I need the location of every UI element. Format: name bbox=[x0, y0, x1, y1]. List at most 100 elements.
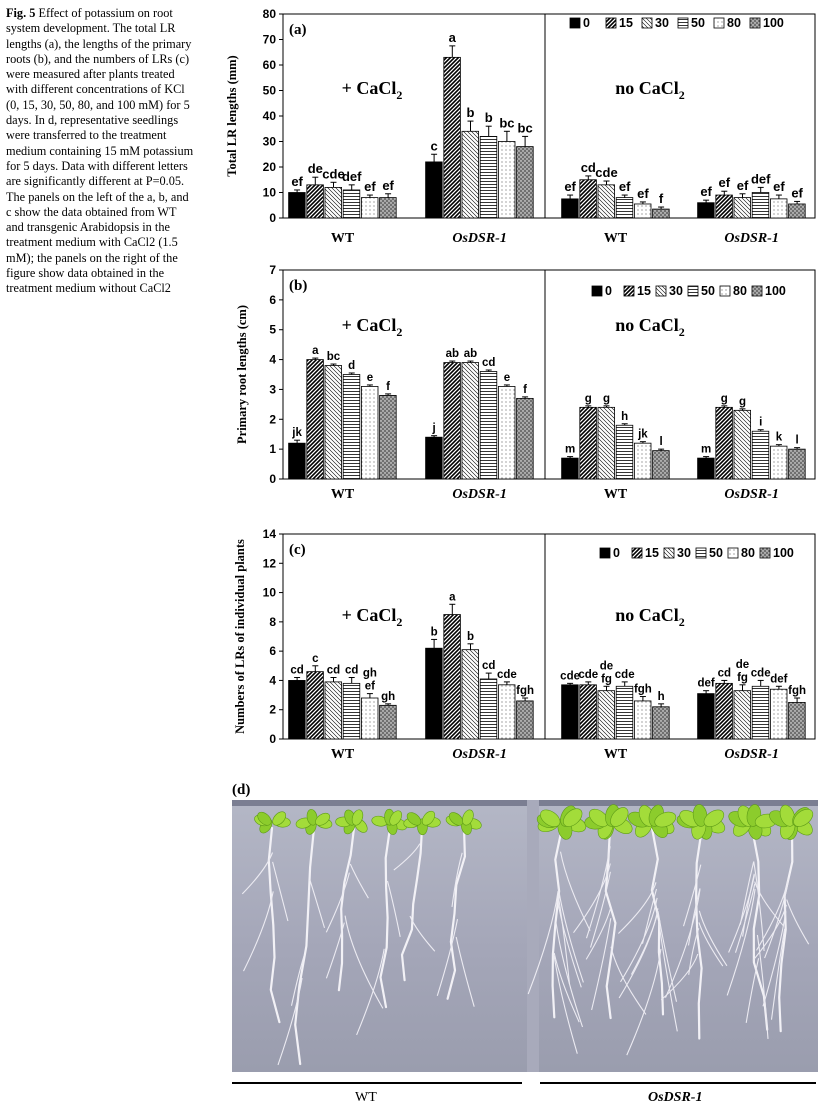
y-tick-label: 70 bbox=[263, 33, 277, 47]
legend-swatch-80 bbox=[727, 547, 739, 559]
significance-letter: m bbox=[565, 444, 575, 456]
lateral-root bbox=[641, 888, 658, 944]
lateral-root bbox=[325, 872, 350, 933]
significance-letter: cd bbox=[345, 665, 358, 677]
bar bbox=[497, 141, 516, 219]
lateral-root bbox=[664, 889, 701, 998]
significance-letter: h bbox=[658, 691, 665, 703]
bar bbox=[561, 198, 579, 219]
significance-letter: cd bbox=[482, 660, 495, 672]
legend-label-80: 80 bbox=[733, 284, 747, 298]
significance-letter: gh bbox=[381, 691, 395, 703]
significance-letter: c bbox=[312, 653, 319, 665]
legend-label-100: 100 bbox=[773, 546, 794, 560]
significance-letter: cde bbox=[578, 669, 598, 681]
lateral-root bbox=[658, 923, 678, 1032]
plot-frame bbox=[282, 533, 816, 740]
significance-letter: b bbox=[467, 105, 475, 120]
significance-letter: e bbox=[504, 372, 510, 384]
significance-letter: def bbox=[342, 169, 362, 184]
significance-letter: ef bbox=[619, 179, 631, 194]
bar bbox=[379, 197, 397, 219]
legend-swatch-100 bbox=[759, 547, 771, 559]
lateral-root bbox=[762, 911, 787, 1007]
lateral-root bbox=[756, 878, 789, 951]
leaf bbox=[406, 812, 422, 826]
significance-letter: k bbox=[776, 432, 783, 444]
lateral-root bbox=[556, 899, 582, 988]
bar bbox=[652, 208, 670, 219]
leaf bbox=[448, 812, 464, 826]
bar bbox=[360, 197, 379, 219]
legend-swatch-30 bbox=[641, 17, 653, 29]
group-label: WT bbox=[331, 487, 355, 502]
significance-letter: fgh bbox=[634, 684, 652, 696]
bar bbox=[733, 409, 752, 480]
photo-top-edge bbox=[232, 800, 818, 806]
bar bbox=[479, 678, 498, 740]
bar bbox=[770, 688, 788, 740]
lateral-root bbox=[786, 899, 810, 945]
bar bbox=[697, 457, 715, 480]
y-tick-label: 2 bbox=[269, 412, 276, 426]
group-label: OsDSR-1 bbox=[452, 487, 506, 502]
figure-caption: Fig. 5 Effect of potassium on root syste… bbox=[6, 6, 196, 297]
significance-letter: cd bbox=[718, 667, 731, 679]
y-tick-label: 0 bbox=[269, 732, 276, 746]
lateral-root bbox=[660, 953, 699, 1001]
bar bbox=[425, 647, 443, 740]
y-tick-label: 40 bbox=[263, 109, 277, 123]
condition-title-left: + CaCl2 bbox=[342, 605, 403, 629]
lateral-root bbox=[630, 910, 659, 975]
lateral-root bbox=[557, 887, 584, 983]
primary-root bbox=[778, 826, 794, 1033]
y-tick-label: 10 bbox=[263, 586, 277, 600]
primary-root bbox=[379, 826, 392, 1009]
chart-panel-a: 0 10 20 30 40 50 60 70 80 Total LR lengths (mm) (a… bbox=[225, 7, 816, 246]
primary-root bbox=[337, 826, 356, 992]
bar bbox=[342, 682, 361, 740]
significance-letter: d bbox=[348, 360, 355, 372]
bar bbox=[597, 690, 616, 740]
legend-label-30: 30 bbox=[669, 284, 683, 298]
significance-letter: ef bbox=[382, 178, 394, 193]
leaf bbox=[563, 808, 583, 827]
significance-letter: ef bbox=[564, 179, 576, 194]
lateral-root bbox=[557, 893, 571, 985]
group-label: WT bbox=[331, 747, 355, 762]
group-label: OsDSR-1 bbox=[724, 747, 778, 762]
lateral-root bbox=[553, 955, 578, 1054]
bar bbox=[497, 684, 516, 740]
significance-letter: l bbox=[659, 436, 662, 448]
legend-label-15: 15 bbox=[645, 546, 659, 560]
y-tick-label: 0 bbox=[269, 211, 276, 225]
bar bbox=[579, 684, 597, 740]
chart-panel-b: 0 1 2 3 4 5 6 7 Primary root lengths (cm) (b) + Ca… bbox=[235, 263, 816, 502]
group-label: WT bbox=[604, 487, 628, 502]
lateral-root bbox=[344, 915, 384, 1009]
bar bbox=[425, 436, 443, 480]
y-tick-label: 12 bbox=[263, 556, 277, 570]
primary-root bbox=[400, 826, 424, 982]
bar bbox=[733, 197, 752, 219]
bar bbox=[634, 203, 652, 219]
significance-letter: b bbox=[467, 631, 474, 643]
significance-letter: c bbox=[430, 138, 437, 153]
significance-letter: cde bbox=[560, 670, 580, 682]
photo-group-label-osdsr: OsDSR-1 bbox=[648, 1090, 703, 1105]
lateral-root bbox=[585, 846, 611, 939]
significance-letter: ef bbox=[291, 174, 303, 189]
significance-letter: g bbox=[721, 393, 728, 405]
y-tick-label: 6 bbox=[269, 293, 276, 307]
y-tick-label: 60 bbox=[263, 58, 277, 72]
caption-text: Effect of potassium on root system devel… bbox=[6, 6, 194, 296]
lateral-root bbox=[753, 861, 765, 952]
lateral-root bbox=[728, 875, 755, 953]
bar bbox=[443, 362, 461, 480]
panel-label: (b) bbox=[289, 278, 307, 294]
group-label: WT bbox=[604, 747, 628, 762]
significance-letter: fg bbox=[737, 672, 748, 684]
significance-letter: e bbox=[367, 372, 373, 384]
bar bbox=[479, 371, 498, 480]
significance-letter: fgh bbox=[516, 685, 534, 697]
